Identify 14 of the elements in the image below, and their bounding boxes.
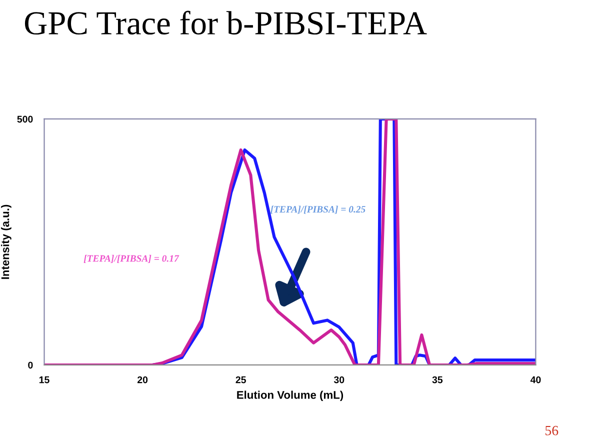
y-tick-label: 0 bbox=[28, 362, 33, 369]
y-axis-title: Intensity (a.u.) bbox=[1, 204, 12, 279]
x-tick-label: 35 bbox=[432, 376, 443, 384]
x-tick-label: 30 bbox=[334, 376, 344, 384]
text: 56 bbox=[546, 426, 558, 436]
annotation: [TEPA]/[PIBSA] = 0.17 bbox=[84, 254, 180, 263]
annotation: [TEPA]/[PIBSA] = 0.25 bbox=[270, 206, 366, 214]
y-tick-label: 500 bbox=[17, 116, 33, 123]
x-tick-label: 20 bbox=[137, 376, 148, 384]
x-tick-label: 25 bbox=[236, 376, 246, 384]
x-tick-label: 40 bbox=[530, 376, 541, 384]
x-tick-label: 15 bbox=[39, 376, 50, 384]
chart-title: GPC Trace for b-PIBSI-TEPA bbox=[24, 10, 427, 35]
x-axis-title: Elution Volume (mL) bbox=[237, 390, 344, 402]
